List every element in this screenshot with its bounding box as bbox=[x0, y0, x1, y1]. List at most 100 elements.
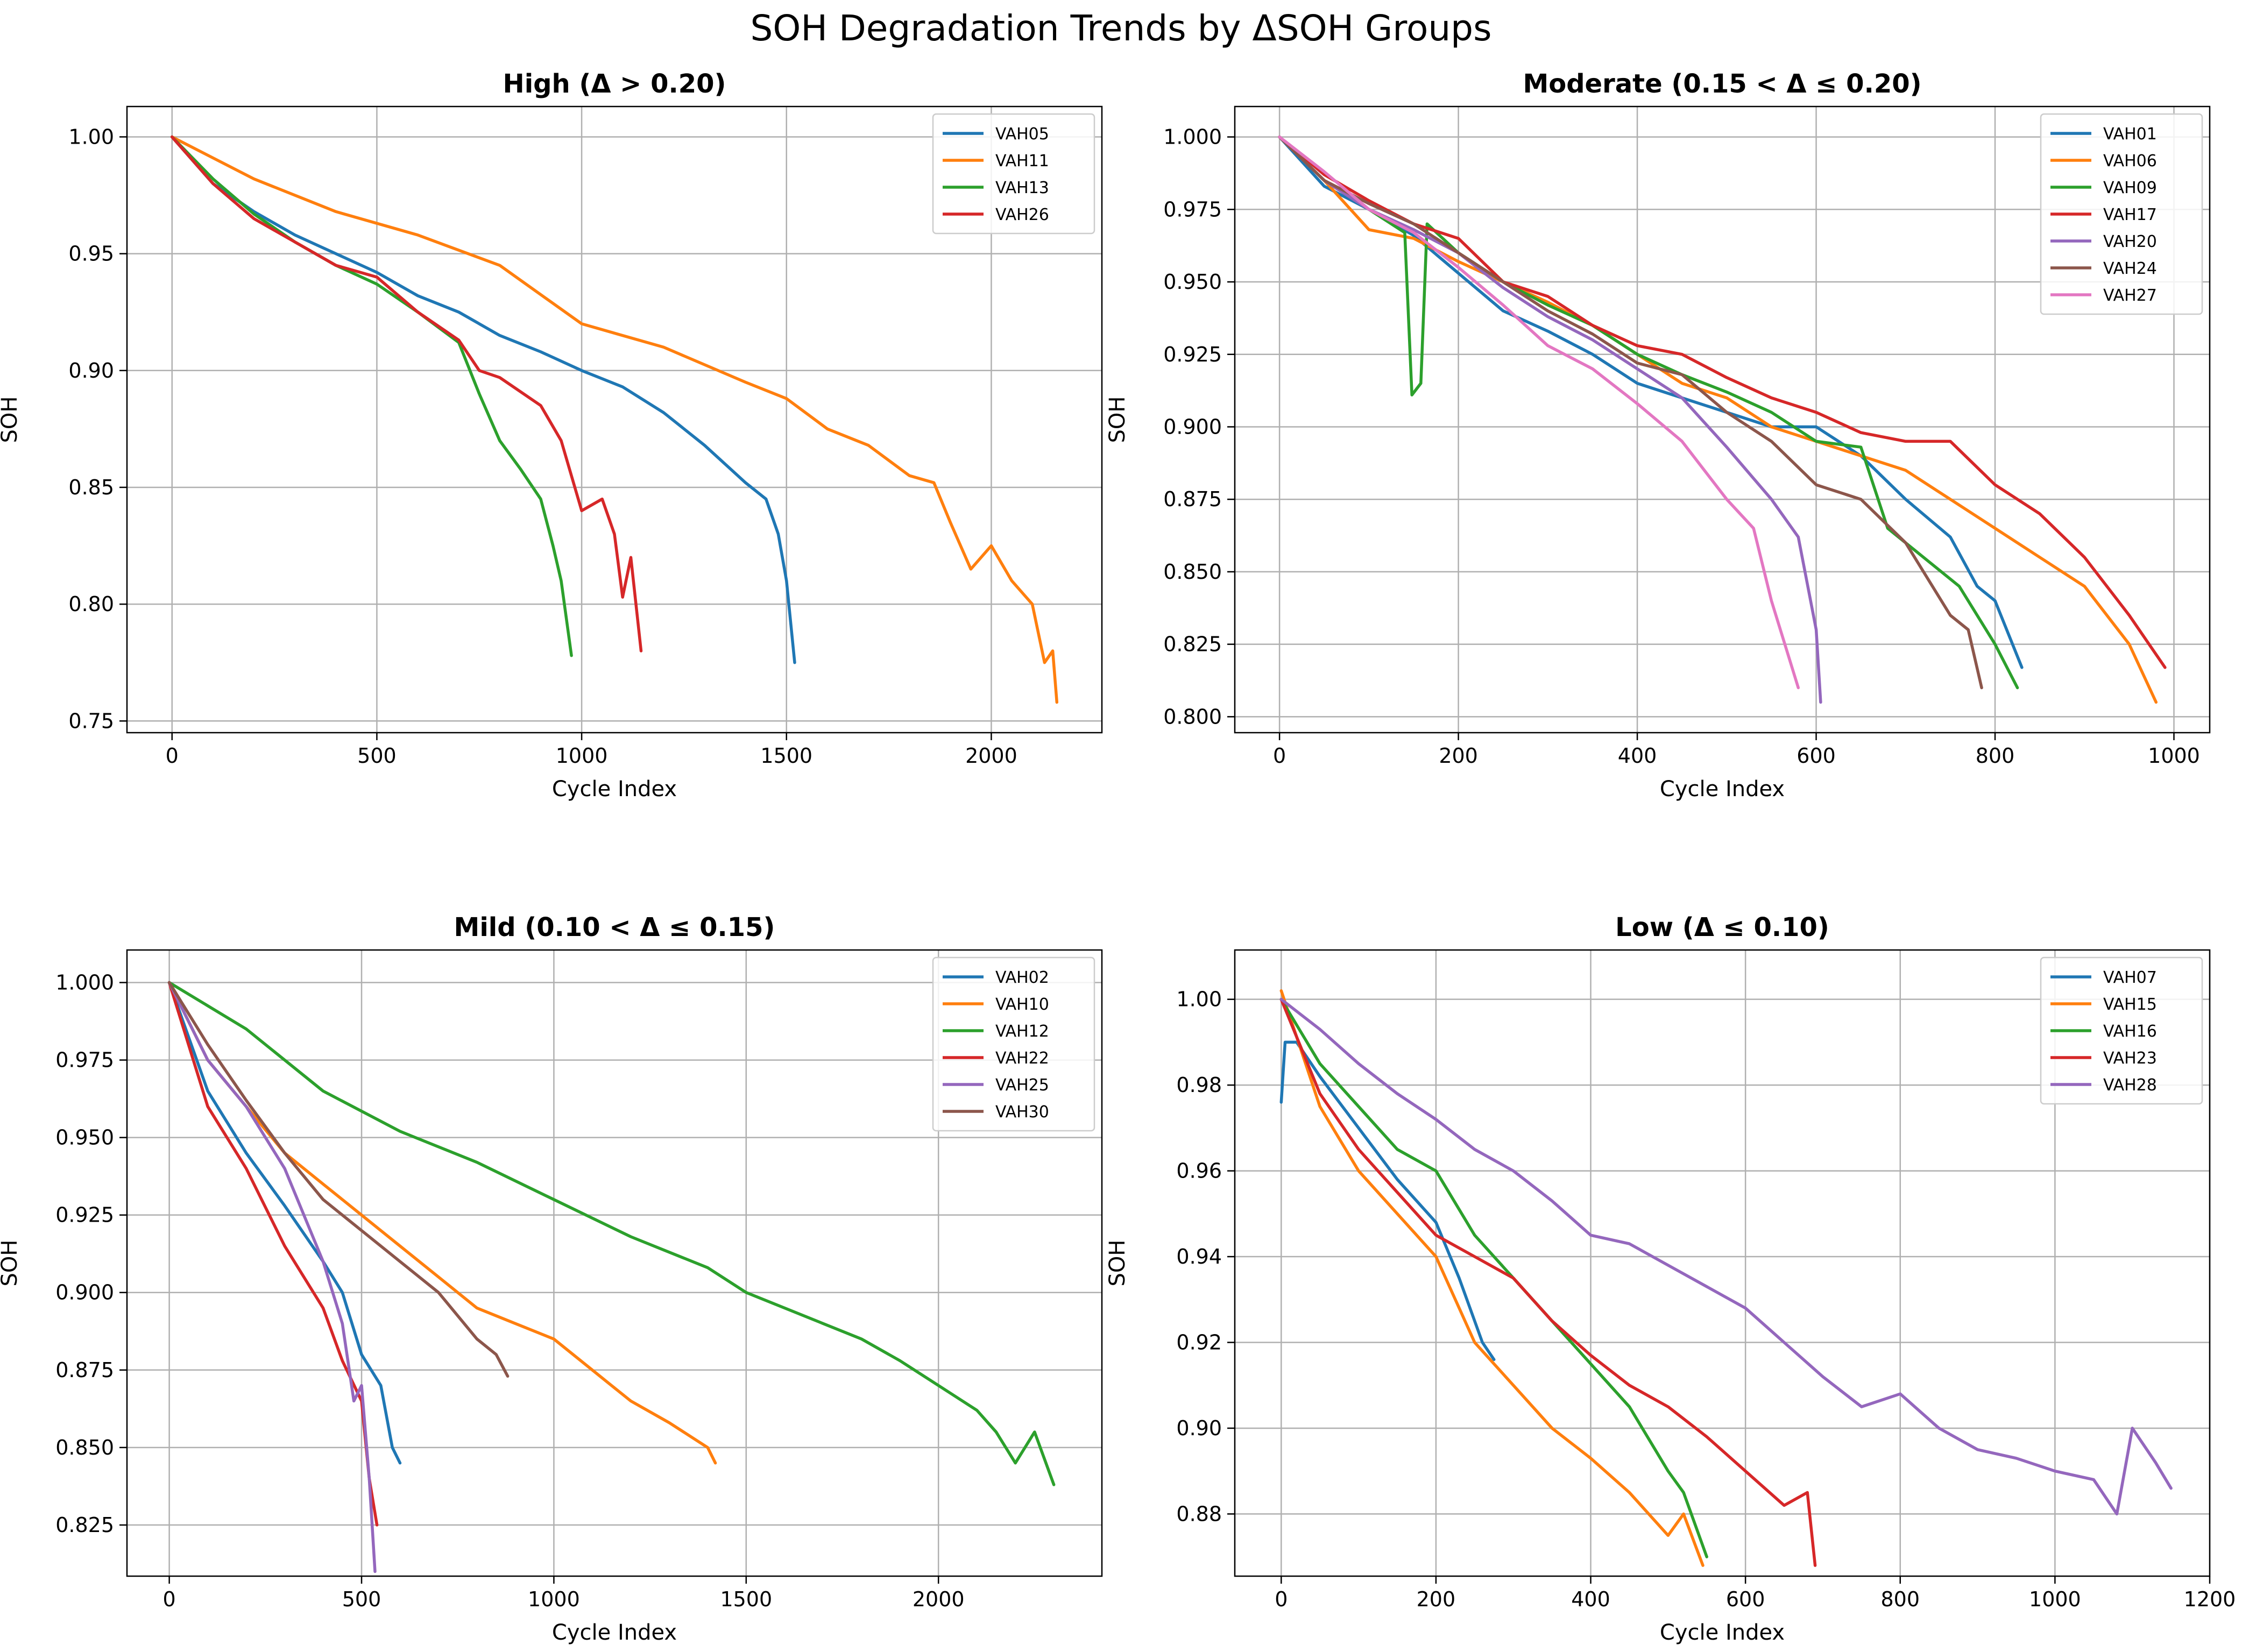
y-tick-label: 0.875 bbox=[55, 1358, 114, 1382]
x-tick-label: 1000 bbox=[2029, 1587, 2081, 1611]
series-line-vah15 bbox=[1279, 989, 1705, 1567]
x-tick-label: 400 bbox=[1618, 744, 1657, 768]
panel-1 bbox=[119, 105, 1103, 740]
panel-title: Low (Δ ≤ 0.10) bbox=[1615, 912, 1829, 942]
y-tick-label: 0.925 bbox=[55, 1203, 114, 1227]
x-tick-label: 800 bbox=[1976, 744, 2015, 768]
y-tick-label: 0.85 bbox=[68, 476, 114, 499]
legend-entry: VAH06 bbox=[2103, 152, 2157, 171]
legend-box bbox=[2040, 956, 2203, 1105]
legend-entry: VAH16 bbox=[2103, 1022, 2157, 1041]
y-tick-label: 0.92 bbox=[1176, 1330, 1222, 1354]
panel-title: Moderate (0.15 < Δ ≤ 0.20) bbox=[1523, 69, 1921, 99]
y-tick-label: 0.850 bbox=[1163, 560, 1222, 584]
x-tick-label: 2000 bbox=[965, 744, 1017, 768]
series-line-vah24 bbox=[1278, 135, 1983, 690]
series-line-vah12 bbox=[167, 981, 1056, 1486]
x-tick-label: 500 bbox=[357, 744, 397, 768]
x-tick-label: 500 bbox=[342, 1587, 381, 1611]
y-tick-label: 0.900 bbox=[1163, 415, 1222, 438]
series-line-vah17 bbox=[1278, 135, 2167, 669]
legend-entry: VAH23 bbox=[2103, 1049, 2157, 1068]
legend-entry: VAH11 bbox=[995, 152, 1049, 171]
x-tick-label: 0 bbox=[166, 744, 179, 768]
plot-frame bbox=[1234, 949, 2211, 1577]
y-tick-label: 0.975 bbox=[55, 1048, 114, 1072]
x-tick-label: 0 bbox=[163, 1587, 176, 1611]
legend-entry: VAH10 bbox=[995, 995, 1049, 1014]
legend-entry: VAH24 bbox=[2103, 259, 2157, 278]
plot-frame bbox=[126, 949, 1103, 1577]
x-tick-label: 600 bbox=[1797, 744, 1836, 768]
x-tick-label: 0 bbox=[1273, 744, 1286, 768]
legend-box bbox=[2040, 113, 2203, 315]
legend-entry: VAH28 bbox=[2103, 1076, 2157, 1095]
panel-title: Mild (0.10 < Δ ≤ 0.15) bbox=[454, 912, 775, 942]
y-tick-label: 0.825 bbox=[1163, 633, 1222, 656]
y-axis-label: SOH bbox=[0, 396, 22, 443]
panel-3 bbox=[119, 949, 1103, 1584]
plot-frame bbox=[1234, 105, 2211, 734]
legend-box bbox=[932, 113, 1095, 235]
x-tick-label: 200 bbox=[1439, 744, 1478, 768]
panel-title: High (Δ > 0.20) bbox=[503, 69, 726, 99]
legend-entry: VAH05 bbox=[995, 125, 1049, 144]
series-line-vah05 bbox=[170, 135, 796, 664]
series-line-vah06 bbox=[1278, 135, 2158, 704]
legend-entry: VAH01 bbox=[2103, 125, 2157, 144]
y-tick-label: 0.75 bbox=[68, 709, 114, 733]
y-tick-label: 0.98 bbox=[1176, 1073, 1222, 1097]
y-axis-label: SOH bbox=[1105, 396, 1130, 443]
series-line-vah26 bbox=[170, 135, 643, 653]
legend-entry: VAH15 bbox=[2103, 995, 2157, 1014]
x-axis-label: Cycle Index bbox=[1660, 777, 1785, 802]
x-axis-label: Cycle Index bbox=[552, 1620, 677, 1645]
y-tick-label: 0.950 bbox=[55, 1126, 114, 1150]
legend-entry: VAH02 bbox=[995, 968, 1049, 987]
y-tick-label: 0.925 bbox=[1163, 343, 1222, 366]
y-tick-label: 1.000 bbox=[55, 971, 114, 995]
panel-2 bbox=[1227, 105, 2211, 740]
y-tick-label: 0.80 bbox=[68, 592, 114, 616]
x-axis-label: Cycle Index bbox=[552, 777, 677, 802]
legend-entry: VAH27 bbox=[2103, 286, 2157, 305]
series-line-vah16 bbox=[1279, 997, 1708, 1558]
series-line-vah25 bbox=[167, 981, 377, 1573]
y-tick-label: 0.90 bbox=[68, 359, 114, 382]
legend-entry: VAH22 bbox=[995, 1049, 1049, 1068]
y-tick-label: 0.96 bbox=[1176, 1159, 1222, 1183]
legend-entry: VAH26 bbox=[995, 205, 1049, 224]
y-axis-label: SOH bbox=[0, 1240, 22, 1287]
y-tick-label: 1.000 bbox=[1163, 125, 1222, 149]
plot-frame bbox=[126, 105, 1103, 734]
series-line-vah27 bbox=[1278, 135, 1800, 690]
y-tick-label: 0.94 bbox=[1176, 1245, 1222, 1268]
figure-title: SOH Degradation Trends by ΔSOH Groups bbox=[750, 8, 1492, 49]
series-line-vah23 bbox=[1279, 997, 1817, 1567]
y-tick-label: 0.88 bbox=[1176, 1502, 1222, 1526]
series-line-vah07 bbox=[1279, 1040, 1496, 1362]
series-line-vah11 bbox=[170, 135, 1059, 704]
y-tick-label: 0.850 bbox=[55, 1436, 114, 1459]
x-tick-label: 1500 bbox=[720, 1587, 772, 1611]
y-tick-label: 0.90 bbox=[1176, 1416, 1222, 1440]
x-tick-label: 600 bbox=[1726, 1587, 1765, 1611]
legend-entry: VAH25 bbox=[995, 1076, 1049, 1095]
x-tick-label: 0 bbox=[1275, 1587, 1288, 1611]
series-line-vah10 bbox=[167, 981, 717, 1465]
legend-entry: VAH13 bbox=[995, 179, 1049, 197]
y-tick-label: 0.950 bbox=[1163, 270, 1222, 294]
y-tick-label: 0.800 bbox=[1163, 705, 1222, 728]
x-tick-label: 1000 bbox=[528, 1587, 580, 1611]
y-tick-label: 0.975 bbox=[1163, 197, 1222, 221]
x-tick-label: 200 bbox=[1417, 1587, 1456, 1611]
series-line-vah13 bbox=[170, 135, 573, 657]
y-tick-label: 0.875 bbox=[1163, 487, 1222, 511]
legend-entry: VAH09 bbox=[2103, 179, 2157, 197]
y-tick-label: 0.900 bbox=[55, 1281, 114, 1304]
legend-entry: VAH17 bbox=[2103, 205, 2157, 224]
x-tick-label: 800 bbox=[1880, 1587, 1920, 1611]
x-tick-label: 1500 bbox=[760, 744, 812, 768]
legend-entry: VAH20 bbox=[2103, 232, 2157, 251]
